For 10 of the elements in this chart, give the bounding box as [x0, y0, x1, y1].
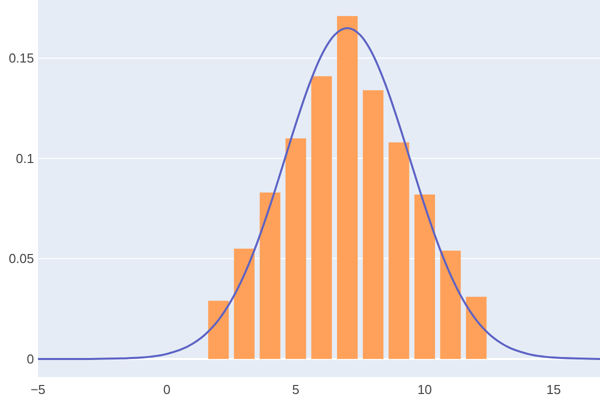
- x-tick-label: 0: [163, 382, 171, 397]
- x-tick-label: 5: [292, 382, 300, 397]
- x-tick-label: 10: [417, 382, 432, 397]
- x-tick-label: −5: [30, 382, 46, 397]
- y-tick-label: 0.05: [8, 251, 34, 266]
- line-series: [38, 27, 600, 360]
- y-tick-label: 0.15: [8, 50, 34, 66]
- x-tick-label: 15: [546, 382, 561, 397]
- y-tick-label: 0: [26, 352, 34, 366]
- y-tick-label: 0.1: [16, 150, 34, 166]
